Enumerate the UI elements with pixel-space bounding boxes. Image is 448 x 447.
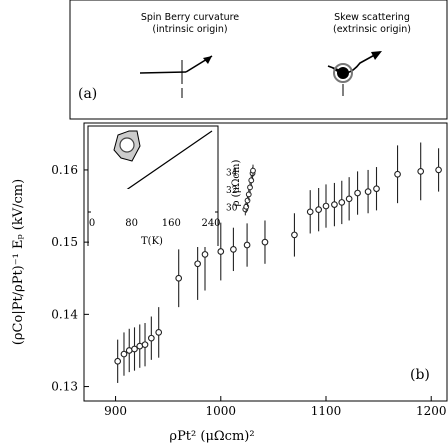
marker [217,248,225,255]
data-point [261,220,269,264]
data-point [435,148,442,192]
impurity-icon [337,67,349,79]
y-tick-label: 0.14 [51,307,78,321]
inset-x-tick-label: 80 [125,218,138,229]
inset-data-point [245,188,252,201]
data-point [217,222,225,281]
right-subtitle: (extrinsic origin) [333,24,411,35]
inset-y-tick-label: 30 [226,204,238,214]
inset-marker [250,167,256,174]
data-point [141,323,149,367]
data-point [114,339,122,383]
marker [338,199,346,206]
data-point [291,213,298,257]
marker [322,202,330,210]
marker [291,231,298,239]
sample-core-icon [119,137,135,153]
data-point [120,332,128,376]
main-y-axis-label: (ρCo|Pt/ρPt)⁻¹ Eₚ (kV/cm) [11,179,26,345]
main-x-axis-label: ρPt² (μΩcm)² [169,429,254,444]
data-point [306,190,314,234]
marker [364,188,372,195]
data-point [331,182,338,227]
inset-x-tick-label: 240 [201,218,220,229]
data-point [364,169,372,214]
panel-a: Spin Berry curvature (intrinsic origin) … [69,0,448,120]
data-point [315,187,322,232]
panel-b: 900 1000 1100 1200 0.13 0.14 0.15 0.16 (b) ρPt²… [11,122,448,444]
marker [155,329,163,336]
y-tick-label: 0.15 [51,235,78,249]
x-tick-label: 1100 [311,404,342,418]
y-tick-label: 0.13 [51,380,78,394]
inset-data-point [250,164,256,177]
marker [345,195,353,203]
marker [315,206,322,213]
data-point [147,316,155,360]
data-point [136,324,144,368]
data-point [230,227,237,272]
marker [141,341,149,349]
marker [243,241,251,249]
inset-data-points [242,164,256,216]
marker [230,246,237,253]
intrinsic-trajectory-sketch [139,55,213,98]
marker [194,260,201,268]
inset-resistivity: 0 80 160 240 30 32 34 T(K) ρ (μΩcm) [87,160,256,247]
marker [417,168,425,175]
marker [201,251,209,258]
right-title: Skew scattering [334,12,410,23]
data-point [322,184,330,228]
inset-x-axis-label: T(K) [141,236,163,247]
marker [373,185,380,193]
data-point [338,180,346,225]
panel-b-label: (b) [410,367,430,383]
panel-a-frame [69,0,448,120]
left-title: Spin Berry curvature [141,12,239,23]
marker [147,334,155,342]
inset-x-tick-label: 160 [162,218,181,229]
main-data-points [114,142,442,383]
x-tick-label: 1200 [416,404,447,418]
inset-x-tick-label: 0 [89,218,95,229]
marker [114,357,122,365]
y-tick-label: 0.16 [51,163,78,177]
data-point [131,327,138,371]
marker [175,274,183,282]
main-axis-ticks: 900 1000 1100 1200 0.13 0.14 0.15 0.16 [51,163,446,418]
data-point [394,145,401,204]
inset-y-tick-label: 32 [226,186,237,196]
marker [120,350,128,358]
marker [435,166,442,174]
panel-a-label: (a) [78,86,97,102]
marker [394,170,401,178]
data-point [354,171,361,215]
data-point [417,142,425,201]
x-tick-label: 1000 [206,404,237,418]
inset-y-axis-label: ρ (μΩcm) [231,160,242,207]
inset-axis-ticks: 0 80 160 240 30 32 34 [89,168,238,229]
marker [306,208,314,216]
data-point [155,307,163,358]
left-subtitle: (intrinsic origin) [152,24,227,35]
inset-y-tick-label: 34 [226,168,238,178]
marker [331,201,338,208]
data-point [373,167,380,211]
marker [261,238,269,246]
extrinsic-scattering-sketch [327,51,382,96]
data-point [345,177,353,221]
marker [131,345,138,353]
x-tick-label: 900 [104,404,127,418]
data-point [175,249,183,308]
data-point [125,328,133,373]
marker [354,189,361,197]
inset-data-point [247,181,253,194]
main-plot-frame [83,122,448,402]
data-point [243,223,251,267]
